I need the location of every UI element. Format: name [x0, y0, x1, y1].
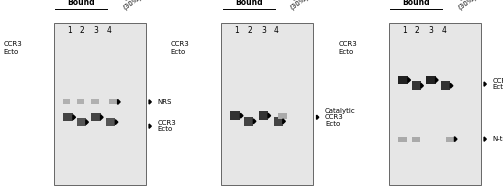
Bar [446, 137, 455, 142]
Text: Ecto: Ecto [339, 49, 354, 55]
Polygon shape [86, 120, 89, 125]
Polygon shape [421, 83, 424, 88]
Polygon shape [283, 119, 285, 124]
Polygon shape [436, 78, 438, 82]
Text: 1: 1 [67, 26, 72, 35]
Text: 1: 1 [234, 26, 239, 35]
Bar [63, 113, 73, 121]
Bar [278, 113, 287, 119]
Text: CCR3: CCR3 [4, 41, 22, 47]
Text: CCR3: CCR3 [339, 41, 357, 47]
Text: Input: Input [291, 0, 309, 2]
Bar [54, 23, 146, 185]
Bar [109, 99, 118, 104]
Bar [427, 76, 436, 84]
Polygon shape [240, 113, 243, 118]
Text: NRS: NRS [157, 99, 172, 105]
Text: 4: 4 [442, 26, 447, 35]
Text: 3: 3 [429, 26, 434, 35]
Polygon shape [149, 100, 151, 104]
Text: 3: 3 [261, 26, 266, 35]
Text: Bound: Bound [67, 0, 95, 7]
Text: 1: 1 [402, 26, 407, 35]
Polygon shape [73, 115, 75, 120]
Text: N-term: N-term [492, 136, 503, 142]
Polygon shape [484, 82, 486, 86]
Text: Bound: Bound [235, 0, 263, 7]
Bar [398, 137, 406, 142]
Text: 2: 2 [415, 26, 420, 35]
Polygon shape [316, 115, 319, 119]
Bar [244, 117, 254, 126]
Bar [441, 81, 450, 90]
Bar [92, 99, 99, 104]
Polygon shape [254, 119, 256, 124]
Polygon shape [149, 124, 151, 128]
Bar [76, 99, 84, 104]
Bar [259, 111, 268, 120]
Text: Catalytic
CCR3
Ecto: Catalytic CCR3 Ecto [325, 108, 356, 127]
Bar [389, 23, 481, 185]
Text: Ecto: Ecto [4, 49, 19, 55]
Text: Bound: Bound [402, 0, 430, 7]
Bar [63, 99, 70, 104]
Text: CCR3
Ecto: CCR3 Ecto [157, 120, 176, 132]
Polygon shape [450, 83, 453, 88]
Bar [76, 118, 86, 126]
Text: CCR3
Ecto: CCR3 Ecto [492, 78, 503, 90]
Text: Input: Input [123, 0, 141, 2]
Polygon shape [484, 137, 486, 141]
Text: Input: Input [458, 0, 476, 2]
Text: 4: 4 [274, 26, 279, 35]
Bar [411, 137, 421, 142]
Text: (30%): (30%) [289, 0, 310, 11]
Text: (30%): (30%) [122, 0, 143, 11]
Polygon shape [118, 99, 120, 104]
Bar [274, 117, 283, 126]
Bar [106, 118, 115, 126]
Bar [411, 81, 421, 90]
Polygon shape [408, 78, 410, 82]
Bar [230, 111, 240, 120]
Text: 3: 3 [94, 26, 99, 35]
Text: CCR3: CCR3 [171, 41, 190, 47]
Bar [221, 23, 313, 185]
Bar [398, 76, 408, 84]
Text: 2: 2 [247, 26, 252, 35]
Text: 4: 4 [107, 26, 112, 35]
Text: Ecto: Ecto [171, 49, 186, 55]
Bar [92, 113, 101, 121]
Polygon shape [268, 113, 271, 118]
Text: (30%): (30%) [457, 0, 478, 11]
Text: 2: 2 [80, 26, 85, 35]
Polygon shape [101, 115, 103, 120]
Polygon shape [115, 120, 118, 125]
Polygon shape [455, 137, 457, 142]
